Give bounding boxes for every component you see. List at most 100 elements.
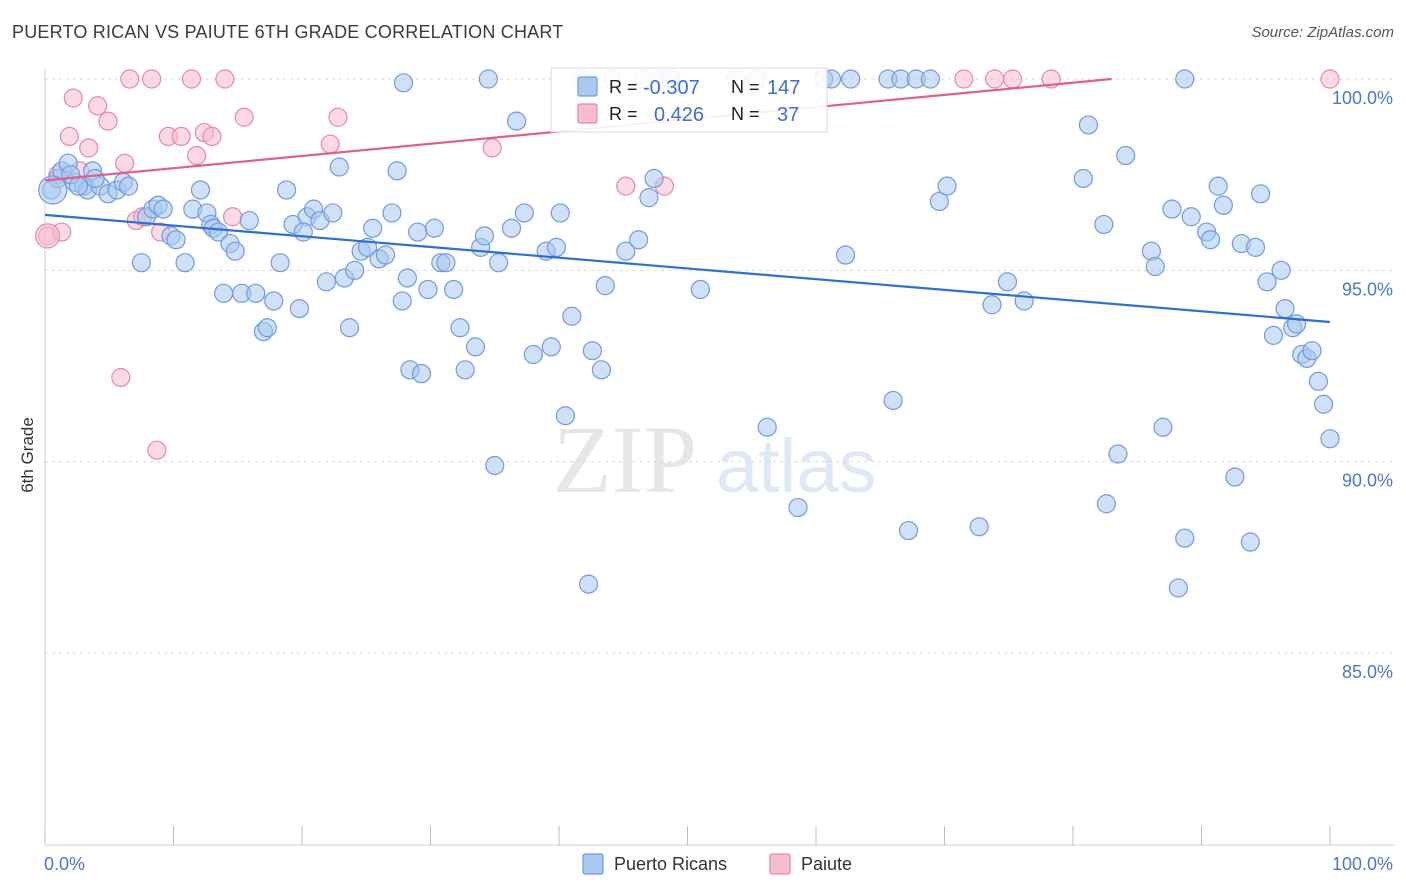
paiute-point	[1320, 69, 1340, 89]
puerto-rican-point	[555, 406, 576, 426]
paiute-point	[954, 69, 974, 89]
paiute-point	[171, 126, 191, 146]
paiute-point	[142, 69, 162, 89]
puerto-rican-point	[225, 241, 245, 261]
puerto-rican-point	[501, 218, 522, 238]
paiute-point	[98, 111, 118, 131]
puerto-rican-point	[1251, 184, 1271, 204]
puerto-rican-point	[393, 73, 414, 93]
legend-swatch-paiute	[769, 853, 791, 875]
stats-r-label-blue: R =	[609, 77, 638, 97]
puerto-rican-point	[418, 279, 438, 300]
puerto-rican-point	[175, 253, 195, 273]
puerto-rican-point	[982, 295, 1002, 315]
puerto-rican-point	[514, 203, 534, 223]
puerto-rican-point	[591, 360, 612, 380]
puerto-rican-point	[339, 318, 360, 338]
puerto-rican-point	[582, 341, 603, 361]
puerto-rican-point	[629, 230, 649, 250]
puerto-rican-point	[1275, 299, 1295, 319]
puerto-rican-point-large	[38, 175, 68, 205]
trend-line-puerto-ricans	[44, 213, 1331, 324]
puerto-rican-point	[929, 191, 949, 212]
puerto-rican-point	[616, 241, 636, 261]
puerto-rican-point	[485, 455, 505, 476]
puerto-rican-point	[450, 318, 470, 338]
puerto-rican-point	[506, 111, 527, 131]
puerto-rican-point	[757, 417, 777, 437]
series-legend: Puerto Ricans Paiute	[582, 853, 852, 875]
puerto-rican-point	[690, 279, 710, 300]
puerto-rican-point	[841, 69, 861, 89]
puerto-rican-point	[523, 344, 543, 365]
legend-label-puerto-ricans: Puerto Ricans	[614, 854, 727, 874]
puerto-rican-point	[883, 390, 903, 411]
paiute-point	[328, 107, 348, 127]
stats-n-value-pink: 37	[777, 104, 799, 126]
puerto-rican-point	[639, 188, 659, 208]
paiute-point-large	[34, 223, 61, 249]
x-tick-labels: 0.0% 100.0%	[44, 854, 1393, 874]
stats-n-value-blue: 147	[767, 77, 800, 99]
puerto-rican-point	[1225, 467, 1245, 487]
puerto-rican-point	[1257, 272, 1277, 292]
paiute-point	[320, 134, 340, 154]
puerto-rican-point	[85, 168, 105, 189]
puerto-rican-point	[562, 306, 582, 326]
puerto-rican-point	[1116, 145, 1136, 166]
paiute-point	[223, 207, 243, 227]
puerto-rican-point	[329, 157, 349, 177]
puerto-rican-point	[1175, 528, 1195, 548]
paiute-point	[985, 69, 1005, 89]
puerto-rican-point	[316, 272, 337, 292]
puerto-rican-point	[131, 253, 151, 273]
puerto-rican-point	[1145, 256, 1165, 277]
puerto-rican-point	[644, 168, 664, 189]
puerto-rican-point	[411, 364, 432, 384]
puerto-rican-point	[1302, 341, 1322, 361]
puerto-rican-point	[1078, 115, 1099, 135]
stats-legend: R = -0.307 N = 147 R = 0.426 N = 37	[550, 67, 828, 133]
puerto-rican-point	[595, 276, 615, 296]
puerto-rican-point	[898, 520, 919, 541]
puerto-rican-point	[474, 226, 495, 246]
puerto-rican-point	[1263, 325, 1284, 345]
puerto-rican-point	[424, 218, 444, 238]
puerto-rican-point	[1213, 195, 1233, 215]
stats-r-value-pink: 0.426	[654, 104, 704, 126]
puerto-rican-point	[1108, 444, 1128, 464]
puerto-rican-point	[408, 222, 428, 242]
puerto-rican-point	[153, 199, 173, 219]
x-tick-label-100: 100.0%	[1332, 854, 1393, 874]
puerto-rican-point	[1308, 371, 1329, 391]
puerto-rican-points	[38, 69, 1340, 598]
paiute-point	[88, 96, 108, 116]
puerto-rican-point	[1181, 207, 1201, 227]
puerto-rican-point	[270, 253, 290, 273]
puerto-rican-point	[166, 230, 186, 250]
puerto-rican-point	[489, 253, 509, 273]
paiute-point	[1003, 69, 1023, 89]
puerto-rican-point	[788, 497, 808, 518]
puerto-rican-point	[382, 203, 402, 223]
y-tick-label-95: 95.0%	[1342, 279, 1393, 299]
puerto-rican-point	[323, 203, 343, 223]
puerto-rican-point	[541, 337, 561, 357]
legend-swatch-puerto-ricans	[582, 853, 604, 875]
paiute-point	[202, 126, 222, 146]
paiute-point	[79, 138, 99, 158]
puerto-rican-point	[1208, 176, 1228, 196]
puerto-rican-point	[1313, 394, 1334, 414]
puerto-rican-point	[1200, 230, 1221, 250]
puerto-rican-point	[1153, 417, 1173, 437]
y-tick-label-100: 100.0%	[1332, 88, 1393, 108]
puerto-rican-point	[1014, 291, 1034, 311]
legend-label-paiute: Paiute	[801, 854, 852, 874]
puerto-rican-point	[387, 161, 407, 181]
paiute-point	[181, 69, 202, 89]
puerto-rican-point	[1094, 214, 1114, 235]
puerto-rican-point	[363, 218, 383, 238]
paiute-point	[234, 107, 254, 127]
puerto-rican-point	[264, 291, 284, 311]
